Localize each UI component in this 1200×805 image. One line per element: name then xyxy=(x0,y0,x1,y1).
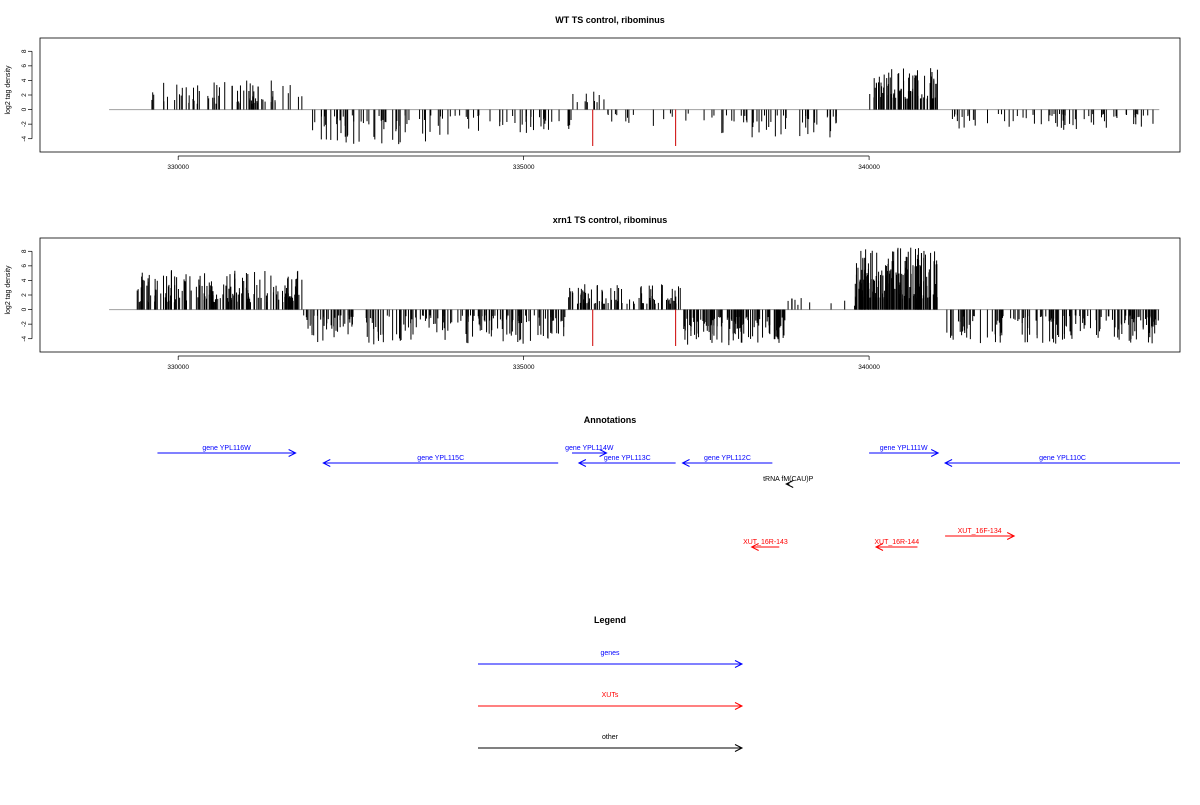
xut-label: XUT_16R-144 xyxy=(874,539,919,546)
gene-label: gene YPL114W xyxy=(565,445,614,452)
xrn1-panel-title: xrn1 TS control, ribominus xyxy=(553,215,668,225)
xut-arrow-head xyxy=(750,543,759,551)
gene-arrow-head xyxy=(599,449,608,457)
legend-item-other: other xyxy=(478,734,744,752)
xrn1-density-panel: xrn1 TS control, ribominus log2 tag dens… xyxy=(5,215,1181,371)
xut-feature: XUT_16F-134 xyxy=(945,528,1016,540)
legend-item-xut: XUTs xyxy=(478,692,744,710)
gene-feature: gene YPL115C xyxy=(322,455,559,467)
x-tick-label: 340000 xyxy=(858,164,880,171)
gene-label: gene YPL112C xyxy=(704,455,751,462)
x-tick-label: 335000 xyxy=(513,364,535,371)
legend-label: XUTs xyxy=(602,692,619,699)
gene-feature: gene YPL114W xyxy=(565,445,614,457)
annotation-track: Annotations gene YPL116W gene YPL115C gene… xyxy=(157,415,1180,551)
legend-label: genes xyxy=(600,650,620,657)
xut-label: XUT_16F-134 xyxy=(958,528,1002,535)
y-tick-label: -4 xyxy=(21,135,28,141)
xut-label: XUT_16R-143 xyxy=(743,539,788,546)
y-tick-label: 0 xyxy=(21,107,28,111)
gene-label: gene YPL110C xyxy=(1039,455,1086,462)
gene-feature: gene YPL111W xyxy=(869,445,940,457)
y-tick-label: 8 xyxy=(21,49,28,53)
y-tick-label: 8 xyxy=(21,249,28,253)
y-tick-label: -2 xyxy=(21,121,28,127)
y-tick-label: 4 xyxy=(21,78,28,82)
gene-arrow-head xyxy=(930,449,940,457)
gene-arrow-head xyxy=(577,459,587,467)
gene-arrow-head xyxy=(288,449,297,457)
wt-density-panel: WT TS control, ribominus log2 tag densit… xyxy=(5,15,1181,171)
legend: Legend genes XUTs other xyxy=(478,615,744,752)
wt-panel-title: WT TS control, ribominus xyxy=(555,15,665,25)
gene-label: gene YPL116W xyxy=(202,445,251,452)
y-tick-label: 4 xyxy=(21,278,28,282)
gene-label: gene YPL113C xyxy=(604,455,651,462)
plot-frame xyxy=(39,237,1181,353)
y-tick-label: 0 xyxy=(21,307,28,311)
other-label: tRNA fM(CAU)P xyxy=(763,476,814,483)
plot-frame xyxy=(39,37,1181,153)
legend-arrow-head xyxy=(734,660,744,668)
legend-label: other xyxy=(602,734,619,741)
legend-arrow-head xyxy=(734,744,744,752)
x-tick-label: 330000 xyxy=(167,364,189,371)
y-tick-label: 6 xyxy=(21,64,28,68)
legend-arrow-head xyxy=(734,702,744,710)
x-tick-label: 330000 xyxy=(167,164,189,171)
legend-item-gene: genes xyxy=(478,650,744,668)
gene-label: gene YPL115C xyxy=(417,455,464,462)
xut-feature: XUT_16R-144 xyxy=(874,539,919,551)
gene-feature: gene YPL112C xyxy=(681,455,773,467)
x-tick-label: 335000 xyxy=(513,164,535,171)
gene-feature: gene YPL113C xyxy=(577,455,676,467)
wt-y-axis-label: log2 tag density xyxy=(5,65,12,115)
gene-feature: gene YPL110C xyxy=(943,455,1180,467)
y-tick-label: 2 xyxy=(21,293,28,297)
gene-arrow-head xyxy=(943,459,953,467)
gene-arrow-head xyxy=(322,459,331,467)
x-tick-label: 340000 xyxy=(858,364,880,371)
other-arrow-head xyxy=(785,480,794,488)
xut-arrow-head xyxy=(874,543,884,551)
gene-feature: gene YPL116W xyxy=(157,445,297,457)
y-tick-label: 2 xyxy=(21,93,28,97)
gene-arrow-head xyxy=(681,459,690,467)
annotations-title: Annotations xyxy=(584,415,637,425)
other-feature: tRNA fM(CAU)P xyxy=(763,476,814,488)
xut-feature: XUT_16R-143 xyxy=(743,539,788,551)
legend-title: Legend xyxy=(594,615,626,625)
y-tick-label: -4 xyxy=(21,335,28,341)
y-tick-label: 6 xyxy=(21,264,28,268)
xut-arrow-head xyxy=(1006,532,1016,540)
y-tick-label: -2 xyxy=(21,321,28,327)
xrn1-y-axis-label: log2 tag density xyxy=(5,265,12,315)
gene-label: gene YPL111W xyxy=(880,445,928,452)
